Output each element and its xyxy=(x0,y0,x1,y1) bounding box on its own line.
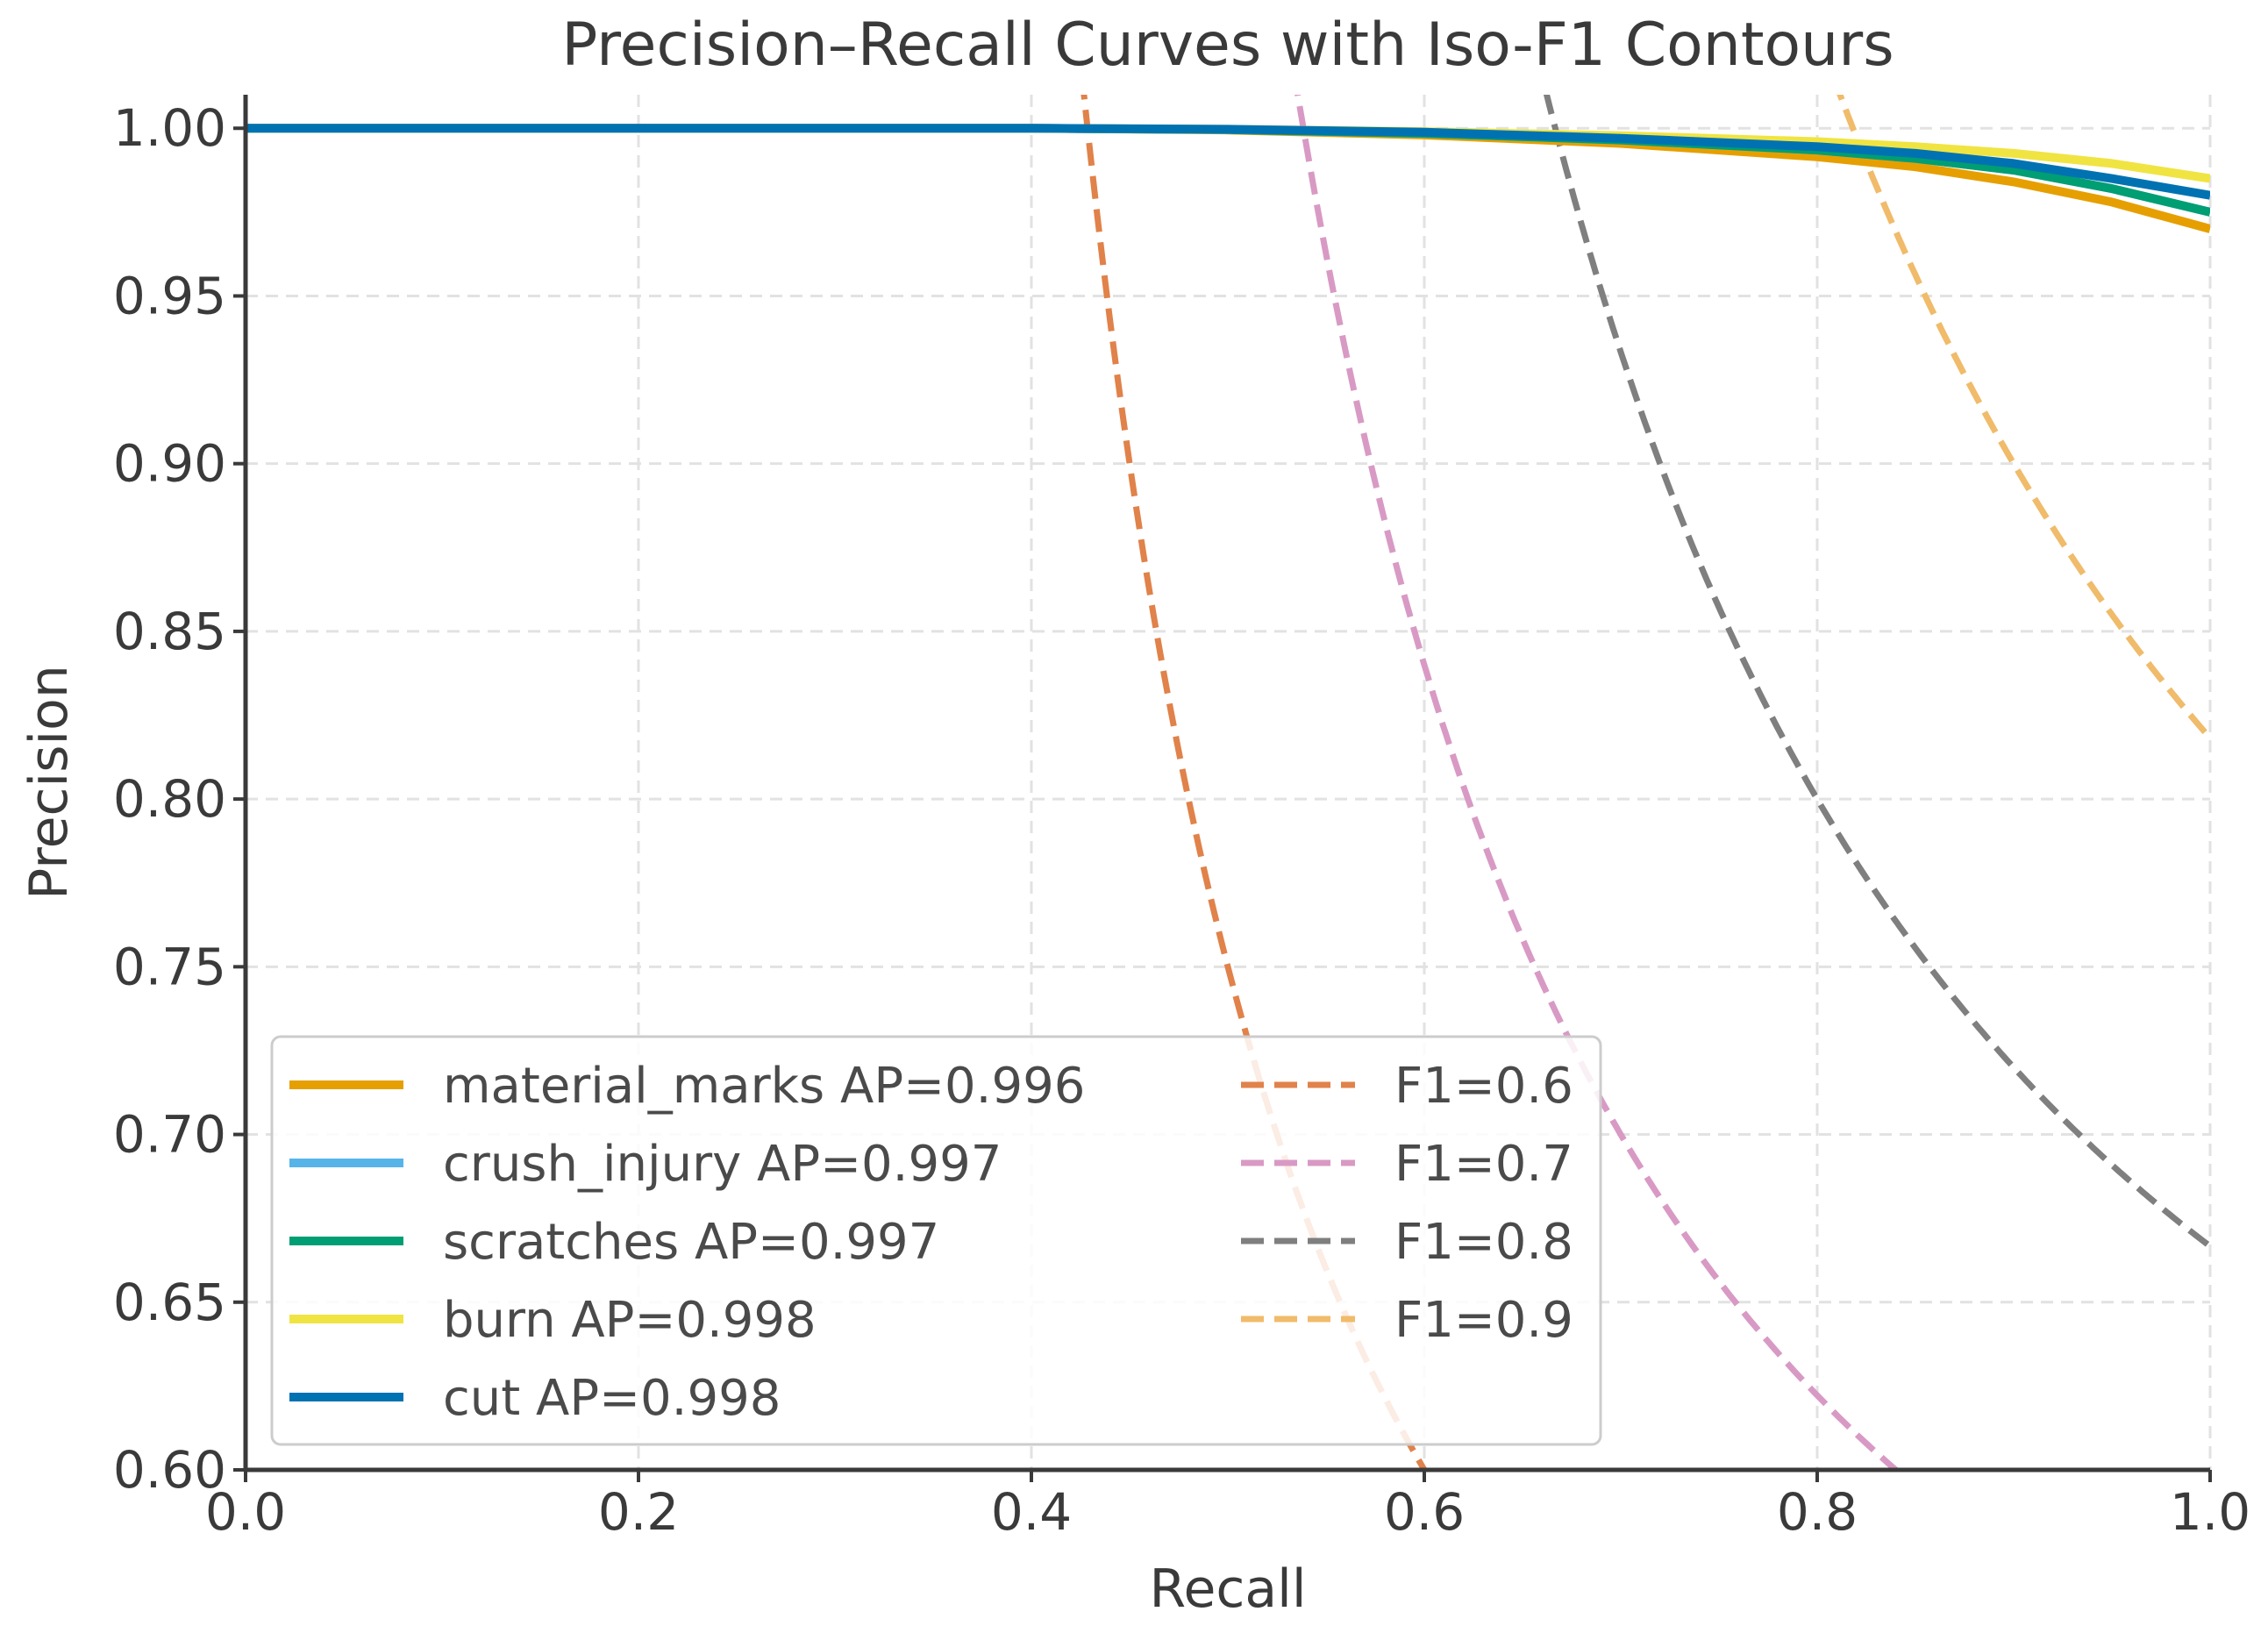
y-tick-label: 0.85 xyxy=(113,602,226,661)
x-tick-label: 0.0 xyxy=(205,1482,286,1542)
x-tick-label: 0.2 xyxy=(598,1482,679,1542)
pr-curves xyxy=(246,124,2210,233)
y-tick-label: 0.75 xyxy=(113,937,226,996)
y-ticks: 0.60 0.65 0.70 0.75 0.80 0.85 0.90 0.95 1.00 xyxy=(113,98,246,1500)
chart-title: Precision–Recall Curves with Iso-F1 Cont… xyxy=(561,11,1894,80)
legend: material_marks AP=0.996 crush_injury AP=0… xyxy=(270,1035,1602,1446)
iso-f1-0-8-curve xyxy=(1543,95,2210,1249)
legend-label-cut: cut AP=0.998 xyxy=(443,1370,781,1427)
y-tick-label: 0.65 xyxy=(113,1273,226,1332)
y-tick-label: 1.00 xyxy=(113,98,226,158)
legend-label-iso-f1: F1=0.6 xyxy=(1394,1058,1573,1115)
legend-box xyxy=(270,1035,1602,1446)
legend-label-iso-f1: F1=0.8 xyxy=(1394,1214,1573,1271)
cut-curve xyxy=(246,124,2210,200)
y-tick-label: 0.90 xyxy=(113,434,226,494)
x-axis-label: Recall xyxy=(1149,1558,1306,1620)
legend-label-crush-injury: crush_injury AP=0.997 xyxy=(443,1136,1002,1193)
y-tick-label: 0.80 xyxy=(113,769,226,829)
x-tick-label: 1.0 xyxy=(2170,1482,2250,1542)
x-ticks: 0.0 0.2 0.4 0.6 0.8 1.0 xyxy=(205,1470,2250,1542)
legend-label-iso-f1: F1=0.7 xyxy=(1394,1136,1573,1193)
legend-label-iso-f1: F1=0.9 xyxy=(1394,1292,1573,1349)
iso-f1-0-7-curve xyxy=(1294,95,1901,1470)
legend-iso-column: F1=0.6 F1=0.7 F1=0.8 F1=0.9 xyxy=(1241,1058,1573,1349)
iso-f1-0-9-curve xyxy=(1837,95,2210,740)
x-tick-label: 0.4 xyxy=(991,1482,1072,1542)
y-tick-label: 0.70 xyxy=(113,1105,226,1165)
x-tick-label: 0.8 xyxy=(1777,1482,1858,1542)
legend-label-scratches: scratches AP=0.997 xyxy=(443,1214,939,1271)
axes xyxy=(243,95,2210,1473)
legend-series-column: material_marks AP=0.996 crush_injury AP=0… xyxy=(289,1058,1085,1427)
y-axis-label: Precision xyxy=(18,665,80,900)
legend-label-burn: burn AP=0.998 xyxy=(443,1292,817,1349)
x-tick-label: 0.6 xyxy=(1384,1482,1465,1542)
legend-label-material-marks: material_marks AP=0.996 xyxy=(443,1058,1085,1115)
y-tick-label: 0.95 xyxy=(113,266,226,325)
y-tick-label: 0.60 xyxy=(113,1440,226,1500)
